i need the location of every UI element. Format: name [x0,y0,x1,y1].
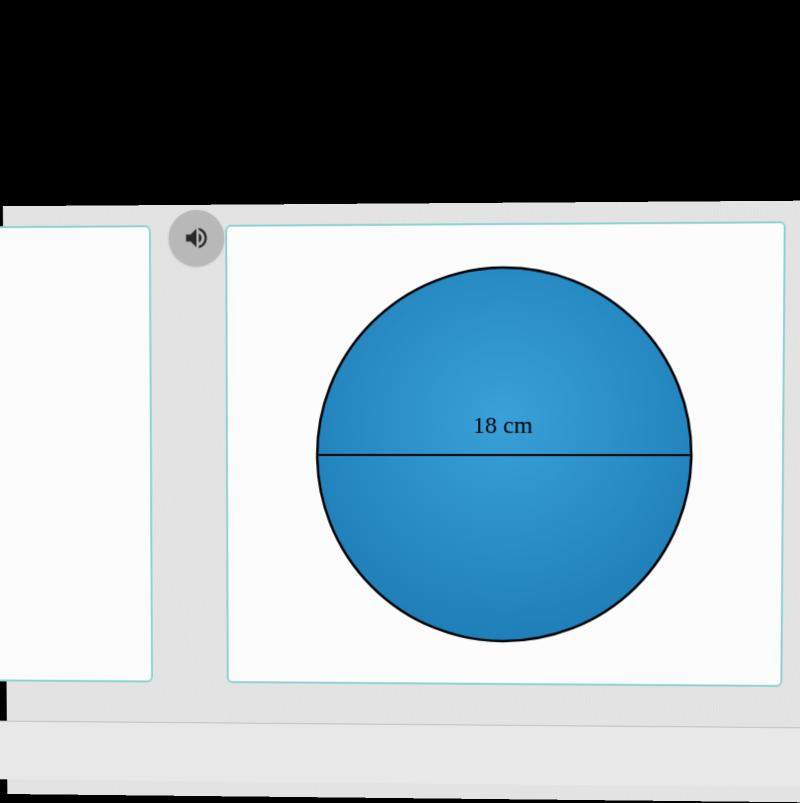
screen-area: er. 18 cm [3,201,800,803]
circle-diagram: 18 cm [312,263,696,647]
circle-shape [312,263,696,647]
diagram-panel: 18 cm [225,221,786,687]
diameter-label: 18 cm [473,413,533,440]
audio-button[interactable] [169,210,225,267]
speaker-icon [183,224,211,252]
bottom-bar [0,720,800,787]
question-panel-left: er. [0,225,153,682]
